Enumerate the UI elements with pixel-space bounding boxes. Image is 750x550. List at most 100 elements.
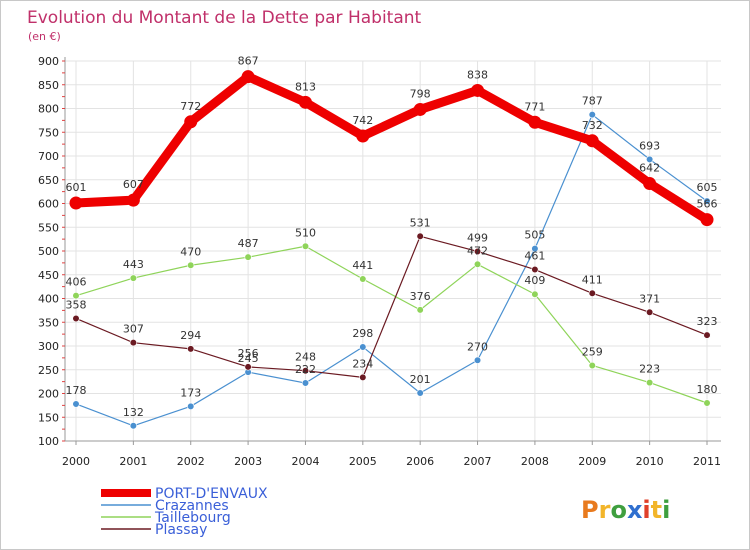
- chart-title: Evolution du Montant de la Dette par Hab…: [27, 8, 422, 28]
- data-label: 443: [123, 258, 144, 271]
- data-label: 222: [295, 363, 316, 376]
- legend-label: Plassay: [155, 522, 207, 538]
- legend-label: PORT-D'ENVAUX: [155, 486, 268, 502]
- x-tick-label: 2002: [177, 455, 205, 468]
- data-point: [184, 115, 198, 129]
- data-point: [473, 260, 482, 268]
- data-point: [359, 343, 367, 351]
- logo-letter: o: [610, 496, 627, 524]
- data-label: 461: [524, 250, 545, 263]
- data-point: [646, 308, 654, 316]
- data-label: 173: [180, 386, 201, 399]
- data-label: 234: [352, 357, 373, 370]
- data-label: 771: [524, 100, 545, 113]
- data-label: 132: [123, 406, 144, 419]
- series-line-crazannes: [75, 114, 708, 427]
- data-label: 566: [697, 198, 718, 211]
- data-point: [473, 247, 482, 256]
- series-layer: [69, 70, 714, 430]
- legend-label: Taillebourg: [154, 510, 231, 526]
- data-label: 376: [410, 290, 431, 303]
- data-label: 601: [66, 181, 87, 194]
- data-point: [244, 363, 252, 371]
- x-tick-label: 2001: [119, 455, 147, 468]
- data-point: [359, 373, 367, 381]
- data-label: 323: [697, 315, 718, 328]
- y-tick-label: 500: [38, 245, 59, 258]
- series-line-taillebourg: [75, 245, 708, 404]
- y-tick-label: 100: [38, 435, 59, 448]
- y-tick-label: 550: [38, 221, 59, 234]
- data-label: 248: [295, 351, 316, 364]
- y-tick-label: 850: [38, 79, 59, 92]
- y-tick-label: 200: [38, 388, 59, 401]
- logo-letter: x: [627, 496, 643, 524]
- x-tick-label: 2000: [62, 455, 90, 468]
- data-label: 642: [639, 162, 660, 175]
- x-tick-label: 2005: [349, 455, 377, 468]
- data-point: [588, 111, 596, 119]
- x-tick-label: 2003: [234, 455, 262, 468]
- y-tick-label: 450: [38, 269, 59, 282]
- data-label: 294: [180, 329, 201, 342]
- data-label: 298: [352, 327, 373, 340]
- data-label: 742: [352, 114, 373, 127]
- data-label: 409: [524, 274, 545, 287]
- data-label: 693: [639, 139, 660, 152]
- data-point: [359, 275, 367, 283]
- data-point: [126, 193, 140, 207]
- data-point: [69, 196, 83, 210]
- proxiti-logo: Proxiti: [581, 496, 670, 524]
- y-tick-label: 650: [38, 174, 59, 187]
- data-label: 472: [467, 244, 488, 257]
- data-label: 499: [467, 231, 488, 244]
- logo-letter: i: [642, 496, 650, 524]
- data-label: 245: [238, 352, 259, 365]
- data-point: [585, 134, 599, 148]
- data-point: [646, 155, 654, 163]
- legend-label: Crazannes: [155, 498, 229, 514]
- data-label: 867: [238, 55, 259, 68]
- data-label: 470: [180, 245, 201, 258]
- data-point: [301, 242, 310, 250]
- data-label: 201: [410, 373, 431, 386]
- data-point: [531, 290, 539, 298]
- x-tick-label: 2011: [693, 455, 721, 468]
- data-point: [72, 292, 80, 300]
- data-point: [187, 345, 195, 353]
- axes: 100 150 200 250 300 350 400 450 500 550 600 650 700 7…: [38, 55, 721, 468]
- data-label: 607: [123, 178, 144, 191]
- series-line-plassay: [75, 235, 708, 378]
- data-label: 510: [295, 226, 316, 239]
- x-tick-label: 2010: [636, 455, 664, 468]
- data-label: 259: [582, 345, 603, 358]
- y-tick-label: 150: [38, 411, 59, 424]
- data-label: 772: [180, 100, 201, 113]
- data-label: 813: [295, 80, 316, 93]
- data-label: 838: [467, 68, 488, 81]
- data-point: [471, 83, 485, 97]
- data-label: 798: [410, 87, 431, 100]
- data-label: 180: [697, 383, 718, 396]
- y-tick-label: 700: [38, 150, 59, 163]
- data-point: [129, 339, 137, 347]
- y-tick-label: 300: [38, 340, 59, 353]
- data-point: [244, 253, 252, 261]
- logo-letter: i: [662, 496, 670, 524]
- data-point: [700, 213, 714, 227]
- data-label: 307: [123, 323, 144, 336]
- y-tick-label: 900: [38, 55, 59, 68]
- x-tick-label: 2007: [464, 455, 492, 468]
- data-point: [187, 402, 195, 410]
- logo-letter: P: [581, 496, 599, 524]
- data-point: [416, 389, 424, 397]
- data-point: [298, 95, 312, 109]
- data-point: [588, 289, 596, 297]
- data-point: [646, 378, 654, 387]
- x-tick-label: 2009: [578, 455, 606, 468]
- data-point: [703, 331, 711, 339]
- y-tick-label: 250: [38, 364, 59, 377]
- data-point: [473, 356, 482, 364]
